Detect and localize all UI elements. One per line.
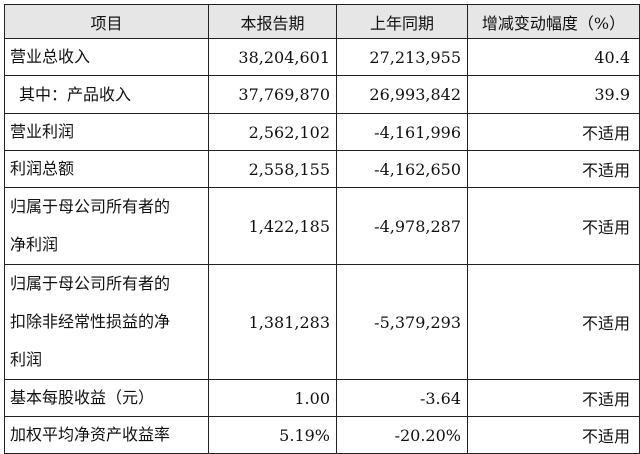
- row-label-line: 归属于母公司所有者的: [10, 197, 171, 216]
- change-value: 不适用: [467, 187, 640, 265]
- table-row: 利润总额 2,558,155 -4,162,650 不适用: [4, 150, 640, 188]
- prior-value: -4,162,650: [336, 150, 468, 188]
- change-value: 不适用: [467, 113, 640, 151]
- header-change-percent: 增减变动幅度（%）: [467, 4, 640, 39]
- change-value: 不适用: [467, 264, 640, 380]
- table-row: 归属于母公司所有者的 扣除非经常性损益的净 利润 1,381,283 -5,37…: [4, 264, 640, 380]
- table-row: 归属于母公司所有者的 净利润 1,422,185 -4,978,287 不适用: [4, 187, 640, 265]
- current-value: 5.19%: [208, 416, 337, 454]
- current-value: 2,558,155: [208, 150, 337, 188]
- prior-value: -4,161,996: [336, 113, 468, 151]
- row-label-line: 净利润: [10, 235, 59, 254]
- table-row: 加权平均净资产收益率 5.19% -20.20% 不适用: [4, 416, 640, 454]
- change-value: 不适用: [467, 150, 640, 188]
- prior-value: -5,379,293: [336, 264, 468, 380]
- current-value: 1,422,185: [208, 187, 337, 265]
- current-value: 1.00: [208, 379, 337, 417]
- current-value: 37,769,870: [208, 75, 337, 114]
- prior-value: -4,978,287: [336, 187, 468, 265]
- row-label-line: 利润: [10, 350, 43, 369]
- prior-value: 27,213,955: [336, 38, 468, 76]
- change-value: 不适用: [467, 416, 640, 454]
- row-label: 加权平均净资产收益率: [4, 416, 209, 454]
- row-label-line: 扣除非经常性损益的净: [10, 312, 171, 331]
- change-value: 39.9: [467, 75, 640, 114]
- prior-value: -20.20%: [336, 416, 468, 454]
- table-row: 基本每股收益（元） 1.00 -3.64 不适用: [4, 379, 640, 417]
- financial-summary-table: 项目 本报告期 上年同期 增减变动幅度（%） 营业总收入 38,204,601 …: [4, 4, 640, 454]
- row-label: 利润总额: [4, 150, 209, 188]
- row-label: 基本每股收益（元）: [4, 379, 209, 417]
- table-header-row: 项目 本报告期 上年同期 增减变动幅度（%）: [4, 4, 640, 39]
- row-label: 营业利润: [4, 113, 209, 151]
- current-value: 1,381,283: [208, 264, 337, 380]
- header-item: 项目: [4, 4, 209, 39]
- row-label: 其中：产品收入: [4, 75, 209, 114]
- row-label: 营业总收入: [4, 38, 209, 76]
- prior-value: 26,993,842: [336, 75, 468, 114]
- table-row: 其中：产品收入 37,769,870 26,993,842 39.9: [4, 75, 640, 114]
- change-value: 40.4: [467, 38, 640, 76]
- header-prior-period: 上年同期: [336, 4, 468, 39]
- prior-value: -3.64: [336, 379, 468, 417]
- row-label-line: 归属于母公司所有者的: [10, 274, 171, 293]
- change-value: 不适用: [467, 379, 640, 417]
- header-current-period: 本报告期: [208, 4, 337, 39]
- current-value: 2,562,102: [208, 113, 337, 151]
- current-value: 38,204,601: [208, 38, 337, 76]
- table-row: 营业总收入 38,204,601 27,213,955 40.4: [4, 38, 640, 76]
- row-label: 归属于母公司所有者的 净利润: [4, 187, 209, 265]
- table-row: 营业利润 2,562,102 -4,161,996 不适用: [4, 113, 640, 151]
- row-label: 归属于母公司所有者的 扣除非经常性损益的净 利润: [4, 264, 209, 380]
